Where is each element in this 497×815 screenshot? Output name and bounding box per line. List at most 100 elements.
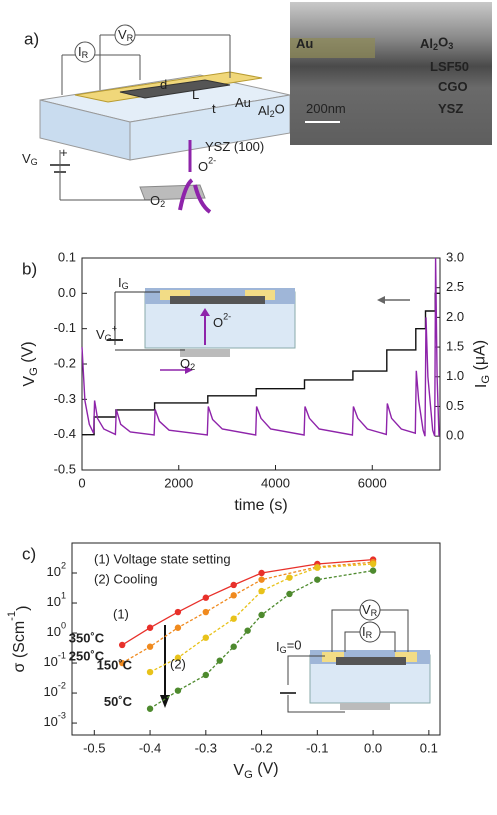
x-tick-label: -0.2 (250, 740, 272, 755)
panel-label: b) (22, 259, 37, 278)
y2-tick-label: 2.0 (446, 309, 464, 324)
y-axis-label-part: G (28, 367, 40, 376)
y-tick-label: 10-1 (43, 651, 66, 669)
data-point (286, 591, 292, 597)
panel-label: a) (24, 29, 39, 48)
inset-b (107, 288, 410, 374)
panel-label: c) (22, 544, 36, 563)
diagram-label-part: d (160, 77, 167, 92)
y2-tick-label: 0.0 (446, 428, 464, 443)
inset-label: IG=0 (276, 638, 302, 656)
data-point (175, 687, 181, 693)
x-tick-label: -0.3 (195, 740, 217, 755)
y-tick-label-part: -3 (58, 711, 66, 721)
y-tick-label-part: -1 (58, 651, 66, 661)
inset-c (160, 600, 430, 712)
x-tick-label: -0.5 (83, 740, 105, 755)
diagram-label: t (212, 101, 216, 116)
data-point (286, 574, 292, 580)
sem-label-part: O (438, 35, 448, 50)
series-label: 150˚C (97, 658, 133, 673)
diagram-label: YSZ (100) (205, 139, 264, 154)
diagram-label-part: 2 (160, 200, 165, 210)
y2-axis-label-part: G (480, 375, 492, 384)
data-point (175, 609, 181, 615)
x-axis-label-part: V (233, 762, 244, 779)
inset-label-part: V (362, 602, 371, 617)
x-tick-label: 0.1 (420, 740, 438, 755)
diagram-label-part: V (22, 151, 31, 166)
y-tick-label-part: -2 (58, 681, 66, 691)
data-point (258, 612, 264, 618)
diagram-label-part: 2- (208, 156, 216, 166)
sem-label: Au (296, 36, 313, 51)
y-tick-label: -0.4 (54, 426, 76, 441)
data-point (203, 595, 209, 601)
y-axis-label-part: ) (15, 606, 32, 611)
y-tick-label: 0.0 (58, 285, 76, 300)
inset-label: IG (118, 275, 129, 291)
y-tick-label: 0.1 (58, 249, 76, 264)
data-point (230, 582, 236, 588)
inset-label-part: 2 (190, 363, 195, 373)
inset-label-part: G (280, 646, 287, 656)
series-label: 350˚C (69, 630, 105, 645)
diagram-label-part: O (150, 193, 160, 208)
sem-label-part: 3 (448, 41, 453, 51)
y-axis-label-part: (V) (20, 341, 37, 367)
x-axis-label-part: (V) (253, 761, 279, 778)
y2-tick-label: 3.0 (446, 249, 464, 264)
sem-label-part: Al (420, 36, 433, 51)
data-point (314, 576, 320, 582)
diagram-label-part: t (212, 101, 216, 116)
data-point (175, 625, 181, 631)
diagram-label-part: R (127, 34, 134, 44)
y-tick-label: 100 (46, 621, 66, 639)
y-axis-label-part: -1 (6, 611, 18, 621)
diagram-label: + (60, 145, 68, 160)
inset-label-part: V (96, 327, 105, 342)
y-tick-label-part: 10 (46, 624, 60, 639)
y-tick-label: 10-2 (43, 681, 66, 699)
diagram-label: O2- (198, 156, 216, 174)
x-tick-label: 0 (78, 475, 85, 490)
inset-label-part: G (105, 334, 112, 344)
data-point (217, 657, 223, 663)
x-tick-label: 0.0 (364, 740, 382, 755)
data-point (230, 616, 236, 622)
diagram-label-part: L (192, 87, 199, 102)
diagram-label: Au (235, 95, 251, 110)
y-tick-label-part: 10 (43, 684, 57, 699)
y-axis-label: σ (Scm-1) (6, 606, 31, 673)
y2-tick-label: 2.5 (446, 279, 464, 294)
y-tick-label-part: 0 (61, 621, 66, 631)
series-label: 50˚C (104, 694, 133, 709)
sem-label-part: 200nm (306, 101, 346, 116)
data-point (203, 672, 209, 678)
inset-label-part: G (122, 282, 129, 292)
x-tick-label: 4000 (261, 475, 290, 490)
sem-label-part: YSZ (438, 101, 463, 116)
data-point (370, 561, 376, 567)
diagram-label-part: R (82, 51, 89, 61)
y2-tick-label: 1.0 (446, 368, 464, 383)
x-axis-label-part: time (s) (234, 497, 287, 514)
annotation: (1) Voltage state setting (94, 551, 231, 566)
data-point (370, 567, 376, 573)
sem-label: 200nm (306, 101, 346, 116)
inset-label-part: R (371, 609, 378, 619)
y-tick-label-part: 2 (61, 561, 66, 571)
inset-label-part: + (112, 324, 117, 334)
annotation: (2) Cooling (94, 571, 158, 586)
inset-label-part: R (366, 631, 373, 641)
data-point (244, 627, 250, 633)
sem-label-part: Au (296, 36, 313, 51)
annotation: (2) (170, 656, 186, 671)
diagram-label-part: O (275, 102, 285, 117)
y2-tick-label: 1.5 (446, 339, 464, 354)
diagram-label-part: Au (235, 95, 251, 110)
data-point (230, 644, 236, 650)
y2-tick-label: 0.5 (446, 398, 464, 413)
y-tick-label: 10-3 (43, 711, 66, 729)
inset-label-part: 2- (223, 312, 231, 322)
